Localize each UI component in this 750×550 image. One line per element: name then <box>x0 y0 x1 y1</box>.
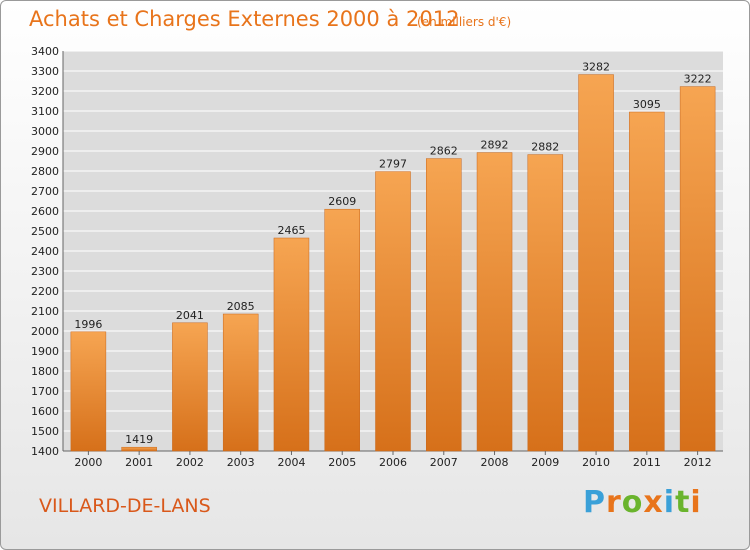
y-tick-label: 2500 <box>31 225 59 238</box>
value-label: 2892 <box>481 139 509 152</box>
proxiti-logo: Proxiti <box>583 485 702 520</box>
y-tick-label: 2900 <box>31 145 59 158</box>
logo-letter: r <box>606 485 622 520</box>
x-tick-label: 2000 <box>74 456 102 469</box>
chart-title: Achats et Charges Externes 2000 à 2012 <box>29 7 460 31</box>
y-tick-label: 2800 <box>31 165 59 178</box>
x-tick-label: 2008 <box>481 456 509 469</box>
bar <box>222 313 259 452</box>
bar <box>679 86 716 452</box>
logo-letter: x <box>643 485 664 520</box>
logo-letter: i <box>663 485 676 520</box>
x-tick-label: 2010 <box>582 456 610 469</box>
y-tick-label: 1800 <box>31 365 59 378</box>
bar <box>629 111 665 452</box>
y-tick-label: 1500 <box>31 425 59 438</box>
logo-letter: t <box>675 485 691 520</box>
bar <box>273 237 310 452</box>
value-label: 2085 <box>227 300 255 313</box>
x-tick-label: 2012 <box>684 456 712 469</box>
y-tick-label: 3300 <box>31 65 59 78</box>
y-tick-label: 2600 <box>31 205 59 218</box>
y-tick-label: 2000 <box>31 325 59 338</box>
value-label: 1419 <box>125 433 153 446</box>
x-tick-label: 2003 <box>227 456 255 469</box>
y-tick-label: 1700 <box>31 385 59 398</box>
value-label: 2609 <box>328 195 356 208</box>
y-tick-label: 2300 <box>31 265 59 278</box>
x-tick-label: 2006 <box>379 456 407 469</box>
value-label: 2862 <box>430 145 458 158</box>
bar <box>121 446 157 452</box>
y-tick-label: 3200 <box>31 85 59 98</box>
value-label: 1996 <box>74 318 102 331</box>
value-label: 3222 <box>684 73 712 86</box>
value-label: 2465 <box>277 224 305 237</box>
y-tick-label: 2700 <box>31 185 59 198</box>
y-tick-label: 1400 <box>31 445 59 458</box>
y-tick-label: 2200 <box>31 285 59 298</box>
bar <box>476 152 513 452</box>
bar <box>324 208 360 452</box>
bar <box>172 322 208 452</box>
unit-note: (en milliers d'€) <box>417 15 512 29</box>
y-tick-label: 2400 <box>31 245 59 258</box>
value-label: 2797 <box>379 158 407 171</box>
logo-letter: i <box>690 485 702 520</box>
bar <box>426 158 462 452</box>
x-tick-label: 2011 <box>633 456 661 469</box>
y-tick-label: 1900 <box>31 345 59 358</box>
value-label: 3282 <box>582 61 610 74</box>
bar <box>375 171 411 452</box>
bar <box>70 331 107 452</box>
x-tick-label: 2004 <box>277 456 305 469</box>
bar <box>578 74 614 452</box>
x-tick-label: 2005 <box>328 456 356 469</box>
value-label: 2041 <box>176 309 204 322</box>
value-label: 3095 <box>633 98 661 111</box>
commune-name: VILLARD-DE-LANS <box>39 495 211 517</box>
y-tick-label: 3000 <box>31 125 59 138</box>
value-label: 2882 <box>531 141 559 154</box>
y-tick-label: 3400 <box>31 45 59 58</box>
y-tick-label: 1600 <box>31 405 59 418</box>
y-tick-label: 3100 <box>31 105 59 118</box>
logo-letter: P <box>583 485 606 520</box>
y-tick-label: 2100 <box>31 305 59 318</box>
bar <box>527 154 564 452</box>
x-tick-label: 2007 <box>430 456 458 469</box>
x-tick-label: 2009 <box>531 456 559 469</box>
x-tick-label: 2001 <box>125 456 153 469</box>
x-tick-label: 2002 <box>176 456 204 469</box>
logo-letter: o <box>621 485 644 520</box>
